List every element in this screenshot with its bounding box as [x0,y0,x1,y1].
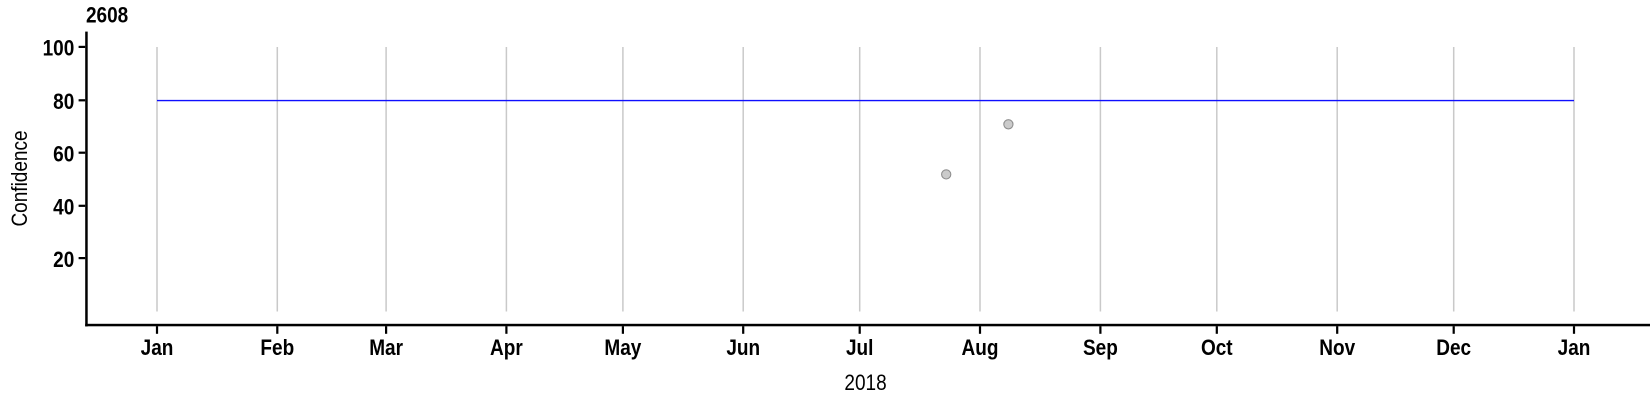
svg-text:Mar: Mar [369,335,403,360]
svg-text:May: May [604,335,641,360]
svg-text:40: 40 [53,195,74,220]
svg-text:80: 80 [53,90,74,115]
svg-text:Dec: Dec [1436,335,1471,360]
svg-text:2608: 2608 [86,3,128,28]
svg-text:Jan: Jan [141,335,174,360]
svg-text:Jan: Jan [1558,335,1591,360]
svg-text:60: 60 [53,142,74,167]
svg-text:Aug: Aug [962,335,999,360]
svg-text:Jun: Jun [726,335,760,360]
svg-text:Sep: Sep [1083,335,1118,360]
svg-text:2018: 2018 [844,371,886,396]
svg-text:100: 100 [43,36,75,61]
svg-text:Confidence: Confidence [8,130,33,226]
svg-text:Apr: Apr [490,335,523,360]
svg-text:Feb: Feb [260,335,294,360]
svg-text:Jul: Jul [846,335,873,360]
svg-text:20: 20 [53,248,74,273]
svg-text:Oct: Oct [1201,335,1233,360]
svg-text:Nov: Nov [1319,335,1355,360]
